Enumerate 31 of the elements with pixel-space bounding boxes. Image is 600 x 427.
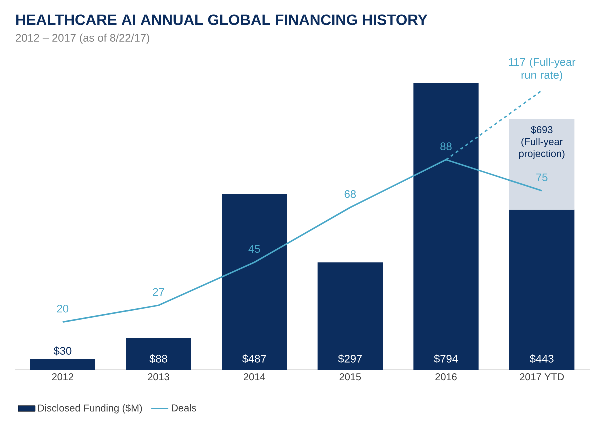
x-tick-label: 2012 [52,374,74,381]
data-label: $794 [434,354,458,364]
data-label: 27 [153,288,164,296]
bar [318,262,384,370]
x-tick-label: 2014 [244,374,266,381]
bar [222,194,288,370]
chart-subtitle: 2012 – 2017 (as of 8/22/17) [16,34,150,44]
bar [30,359,96,370]
x-tick-label: 2016 [436,374,457,381]
data-label: $297 [338,354,362,364]
x-tick-label: 2015 [340,374,362,381]
data-label: $443 [530,354,554,364]
data-label: 20 [57,304,69,313]
data-label: 68 [344,190,356,198]
bar [510,210,575,370]
chart-title: HEALTHCARE AI ANNUAL GLOBAL FINANCING HISTORY [16,14,428,26]
data-label: 75 [536,174,548,182]
legend-label: Disclosed Funding ($M) [38,404,142,414]
legend-label: Deals [172,404,196,412]
bar [126,338,192,370]
x-tick-label: 2017 YTD [520,374,564,381]
data-label: $88 [150,354,168,364]
bar [510,119,575,210]
x-tick-label: 2013 [148,374,170,381]
annotation: $693 (Full-year projection) [519,126,565,160]
data-label: 45 [248,245,260,254]
data-label: $30 [54,346,72,356]
data-label: 117 (Full-year run rate) [509,58,576,82]
bar [414,82,479,370]
data-label: $487 [242,354,266,364]
data-label: 88 [440,142,452,150]
